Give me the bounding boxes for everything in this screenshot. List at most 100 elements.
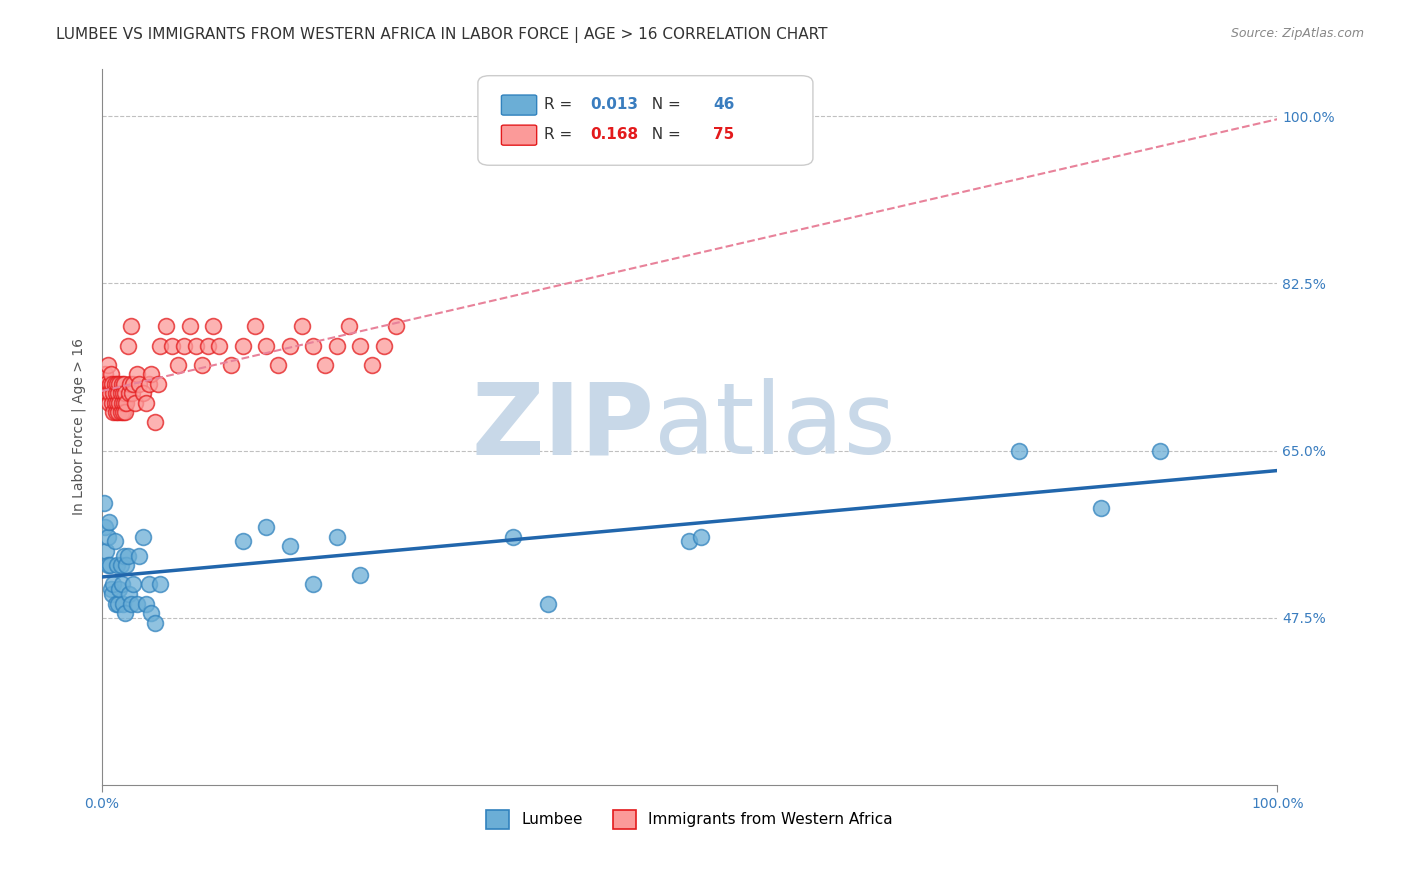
Point: [232, 534, 254, 549]
Point: [139, 368, 162, 382]
Point: [155, 319, 177, 334]
Point: [117, 338, 139, 352]
Point: [167, 358, 190, 372]
Point: [97, 396, 120, 410]
Text: N =: N =: [643, 127, 686, 142]
Point: [122, 376, 145, 391]
Point: [111, 386, 134, 401]
Point: [97, 386, 120, 401]
Point: [267, 358, 290, 372]
Point: [118, 587, 141, 601]
Point: [138, 577, 160, 591]
Point: [97, 530, 120, 544]
Point: [111, 597, 134, 611]
Text: LUMBEE VS IMMIGRANTS FROM WESTERN AFRICA IN LABOR FORCE | AGE > 16 CORRELATION C: LUMBEE VS IMMIGRANTS FROM WESTERN AFRICA…: [56, 27, 828, 43]
Point: [349, 568, 371, 582]
Point: [104, 386, 127, 401]
Point: [125, 368, 148, 382]
Point: [139, 606, 162, 620]
Point: [112, 549, 135, 563]
Point: [120, 597, 142, 611]
Point: [243, 319, 266, 334]
Point: [100, 582, 122, 597]
Legend: Lumbee, Immigrants from Western Africa: Lumbee, Immigrants from Western Africa: [479, 804, 898, 835]
Point: [104, 597, 127, 611]
Point: [97, 558, 120, 573]
Point: [101, 396, 124, 410]
Point: [108, 376, 131, 391]
Point: [678, 534, 700, 549]
Text: ZIP: ZIP: [471, 378, 654, 475]
Point: [314, 358, 336, 372]
Point: [98, 558, 121, 573]
Point: [1090, 501, 1112, 516]
Point: [115, 396, 138, 410]
Point: [254, 338, 277, 352]
Point: [110, 558, 132, 573]
Point: [128, 376, 150, 391]
Point: [184, 338, 207, 352]
Point: [111, 396, 134, 410]
Point: [132, 530, 155, 544]
Point: [1149, 443, 1171, 458]
FancyBboxPatch shape: [478, 76, 813, 165]
Point: [96, 376, 118, 391]
FancyBboxPatch shape: [502, 125, 537, 145]
Point: [202, 319, 225, 334]
Text: N =: N =: [643, 97, 686, 112]
Point: [290, 319, 312, 334]
Point: [135, 597, 157, 611]
Point: [1008, 443, 1031, 458]
Point: [104, 376, 127, 391]
Point: [135, 396, 157, 410]
Point: [337, 319, 360, 334]
Point: [128, 549, 150, 563]
Point: [103, 405, 125, 419]
Point: [103, 577, 125, 591]
Point: [114, 606, 136, 620]
Point: [278, 338, 301, 352]
Point: [107, 405, 129, 419]
FancyBboxPatch shape: [502, 95, 537, 115]
Text: 46: 46: [713, 97, 734, 112]
Point: [107, 386, 129, 401]
Point: [125, 597, 148, 611]
Point: [132, 386, 155, 401]
Point: [105, 558, 128, 573]
Point: [326, 530, 349, 544]
Point: [108, 396, 131, 410]
Point: [112, 376, 135, 391]
Point: [112, 396, 135, 410]
Point: [384, 319, 406, 334]
Point: [162, 338, 184, 352]
Point: [254, 520, 277, 534]
Point: [502, 530, 524, 544]
Point: [208, 338, 231, 352]
Point: [537, 597, 560, 611]
Point: [111, 376, 134, 391]
Point: [114, 405, 136, 419]
Point: [690, 530, 713, 544]
Point: [111, 405, 134, 419]
Point: [104, 396, 127, 410]
Y-axis label: In Labor Force | Age > 16: In Labor Force | Age > 16: [72, 338, 86, 516]
Point: [219, 358, 242, 372]
Point: [93, 496, 115, 510]
Point: [149, 577, 172, 591]
Text: 75: 75: [713, 127, 734, 142]
Point: [232, 338, 254, 352]
Point: [108, 582, 131, 597]
Text: atlas: atlas: [654, 378, 896, 475]
Point: [122, 577, 145, 591]
Point: [118, 386, 141, 401]
Point: [115, 558, 138, 573]
Point: [121, 386, 143, 401]
Point: [100, 368, 122, 382]
Point: [101, 587, 124, 601]
Point: [138, 376, 160, 391]
Point: [146, 376, 169, 391]
Point: [190, 358, 212, 372]
Point: [101, 376, 124, 391]
Text: 0.168: 0.168: [591, 127, 638, 142]
Point: [173, 338, 195, 352]
